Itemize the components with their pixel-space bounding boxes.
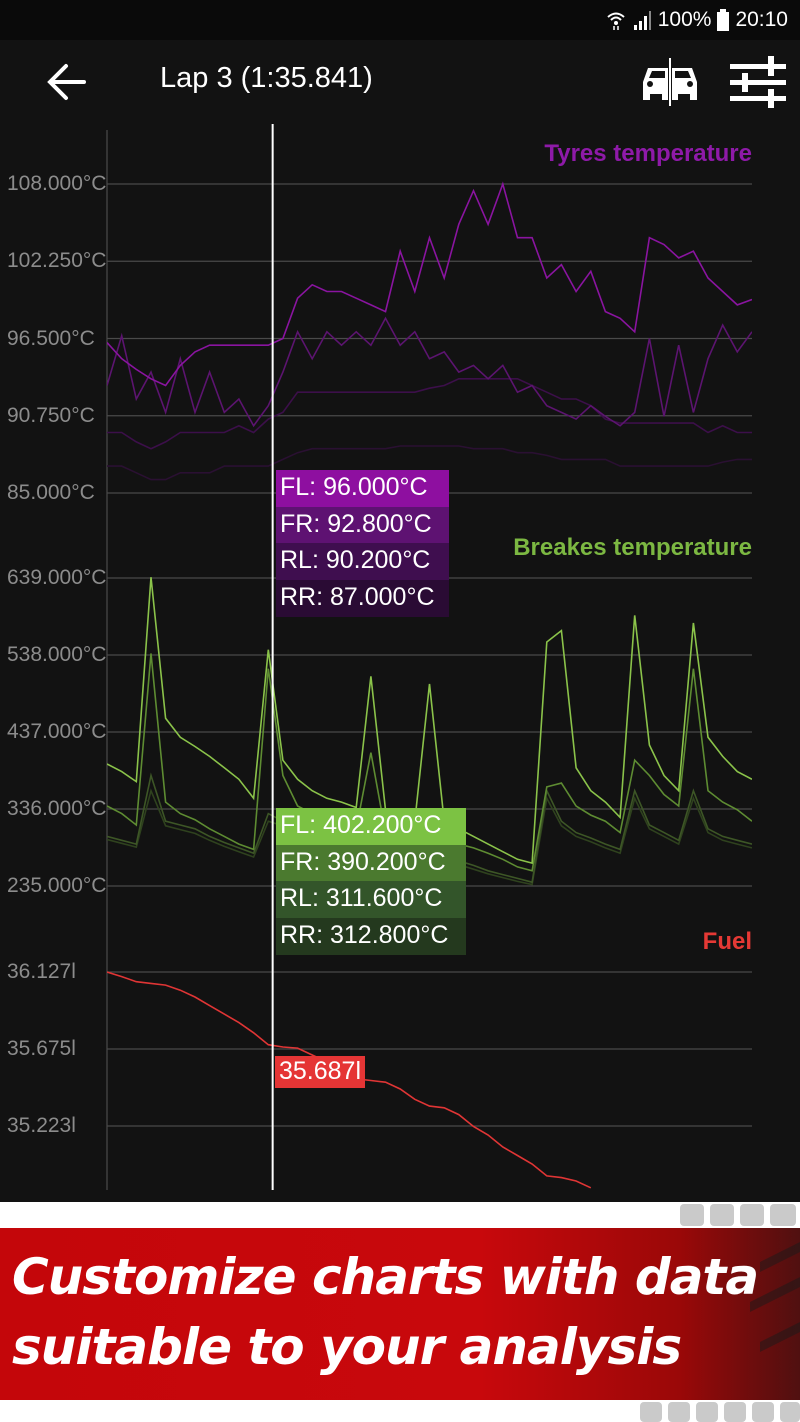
y-tick-label: 639.000°C [7,566,107,589]
cursor-value-label: 35.687l [275,1056,366,1088]
y-tick-label: 108.000°C [7,172,107,195]
wifi-icon [607,12,625,30]
banner-headline: Customize charts with data suitable to y… [12,1242,759,1382]
chart-title: Tyres temperature [544,140,752,167]
chart-title: Fuel [702,928,752,955]
series-line-rr [107,445,752,481]
battery-percent: 100% [657,8,712,31]
y-tick-label: 85.000°C [7,481,95,504]
battery-icon [717,9,730,31]
banner-line-2: suitable to your analysis [12,1318,682,1376]
arrow-left-icon[interactable] [44,60,90,104]
y-tick-label: 96.500°C [7,326,95,350]
chart-title: Breakes temperature [513,534,752,561]
series-line-fr [107,316,752,428]
app-bar: Lap 3 (1:35.841) [0,40,800,124]
cursor-value-label: RR: 312.800°C [276,917,466,955]
clock: 20:10 [735,8,788,31]
promo-banner: Customize charts with data suitable to y… [0,1202,800,1422]
cursor-value-label: RR: 87.000°C [276,579,449,617]
series-line-fl [107,577,752,865]
cursor-value-label: FR: 390.200°C [276,844,466,882]
y-tick-label: 437.000°C [7,720,107,743]
y-tick-label: 235.000°C [7,874,107,897]
cursor-value-label: FL: 402.200°C [276,808,466,845]
y-tick-label: 36.127l [7,960,76,983]
series-line-rl [107,377,752,450]
y-tick-label: 538.000°C [7,643,107,666]
cursor-value-label: FR: 92.800°C [276,506,449,544]
cursor-value-label: RL: 311.600°C [276,881,466,918]
y-tick-label: 102.250°C [7,249,107,273]
y-tick-label: 336.000°C [7,797,107,820]
page-title: Lap 3 (1:35.841) [160,62,373,94]
car-compare-icon[interactable] [640,56,700,108]
banner-line-1: Customize charts with data [12,1248,759,1306]
tire-tread-decoration [640,1204,800,1422]
cursor-value-label: FL: 96.000°C [276,470,449,507]
banner-band [0,1228,800,1400]
status-bar: 100% 20:10 [0,0,800,40]
signal-icon [633,11,651,30]
y-tick-label: 35.675l [7,1037,76,1060]
sliders-icon[interactable] [728,56,788,108]
series-line-fl [107,181,752,387]
cursor-value-label: RL: 90.200°C [276,543,449,580]
y-tick-label: 90.750°C [7,403,95,427]
y-tick-label: 35.223l [7,1114,76,1137]
